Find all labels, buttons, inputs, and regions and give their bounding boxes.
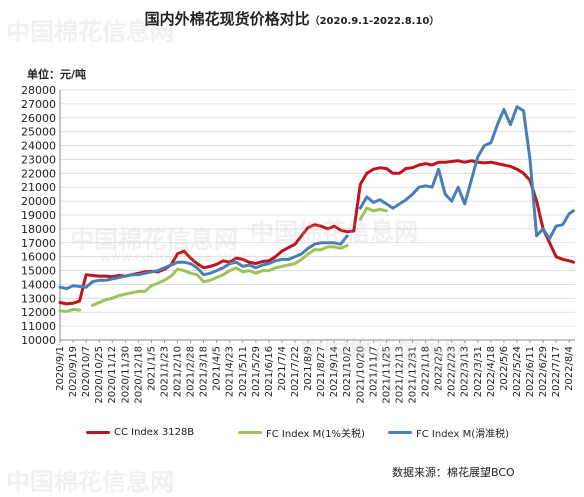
x-tick-label: 2020/10/7 [81,346,92,397]
series-lines [58,105,575,313]
legend-swatch-cc [86,430,110,434]
x-tick-label: 2021/8/27 [316,346,327,397]
x-tick-label: 2021/2/10 [173,346,184,397]
x-tick-label: 2020/10/25 [94,346,105,404]
x-tick-label: 2021/4/5 [212,346,223,391]
x-tick-label: 2020/11/30 [120,346,131,404]
y-tick-label: 12000 [21,306,56,319]
y-tick-label: 18000 [21,223,56,236]
x-tick-label: 2022/6/11 [525,346,536,397]
x-tick-label: 2021/1/5 [146,346,157,391]
series-line-2 [358,105,575,241]
y-tick-label: 27000 [21,98,56,111]
y-tick-label: 22000 [21,167,56,180]
x-tick-label: 2021/5/29 [251,346,262,397]
x-tick-label: 2022/1/18 [421,346,432,397]
x-tick-label: 2022/8/4 [564,346,575,391]
chart-title-block: 国内外棉花现货价格对比（2020.9.1-2022.8.10） [0,8,584,29]
x-tick-label: 2021/11/25 [381,346,392,404]
y-tick-label: 26000 [21,112,56,125]
y-tick-label: 14000 [21,278,56,291]
legend-item-fc-sliding: FC Index M(滑准税) [388,425,510,440]
y-tick-label: 15000 [21,265,56,278]
y-tick-label: 25000 [21,126,56,139]
series-line-0 [58,159,575,306]
series-line-1 [91,244,349,307]
x-tick-label: 2022/6/29 [538,346,549,397]
x-tick-label: 2021/1/23 [159,346,170,397]
x-tick-label: 2022/2/23 [447,346,458,397]
y-tick-label: 20000 [21,195,56,208]
x-tick-label: 2021/9/14 [329,346,340,397]
legend-label-fc-sliding: FC Index M(滑准税) [416,428,510,440]
x-tick-label: 2021/10/20 [355,346,366,404]
x-tick-label: 2020/9/19 [68,346,79,397]
x-tick-label: 2021/6/16 [264,346,275,397]
axes: 1000011000120001300014000150001600017000… [21,84,575,404]
chart-subtitle: （2020.9.1-2022.8.10） [309,16,440,27]
x-tick-label: 2021/2/28 [186,346,197,397]
series-line-1 [58,307,82,313]
y-tick-label: 23000 [21,153,56,166]
x-tick-label: 2020/12/18 [133,346,144,404]
x-tick-label: 2020/11/12 [107,346,118,404]
x-tick-label: 2021/10/2 [342,346,353,397]
x-tick-label: 2022/4/18 [486,346,497,397]
y-tick-label: 16000 [21,251,56,264]
x-tick-label: 2022/3/13 [460,346,471,397]
x-tick-label: 2022/5/24 [512,346,523,397]
x-tick-label: 2022/2/5 [434,346,445,391]
x-tick-label: 2021/4/23 [225,346,236,397]
chart-title: 国内外棉花现货价格对比 [144,10,310,28]
x-tick-label: 2021/5/11 [238,346,249,397]
series-line-1 [358,206,388,221]
x-tick-label: 2021/7/4 [277,346,288,391]
x-tick-label: 2021/12/13 [394,346,405,404]
x-tick-label: 2022/7/17 [551,346,562,397]
legend-item-cc-index: CC Index 3128B [86,425,194,439]
y-tick-label: 19000 [21,209,56,222]
y-tick-label: 10000 [21,334,56,347]
y-tick-label: 24000 [21,140,56,153]
y-tick-label: 13000 [21,292,56,305]
x-tick-label: 2021/3/18 [199,346,210,397]
legend-swatch-fc-sliding [388,430,412,434]
y-tick-label: 28000 [21,84,56,97]
x-tick-label: 2022/3/31 [473,346,484,397]
series-line-2 [58,234,349,291]
x-tick-label: 2021/12/31 [408,346,419,404]
x-tick-label: 2020/9/1 [55,346,66,391]
x-tick-label: 2021/8/9 [303,346,314,391]
legend-label-fc-1pct: FC Index M(1%关税) [266,428,365,440]
data-source-note: 数据来源：棉花展望BCO [392,466,515,479]
legend-item-fc-1pct: FC Index M(1%关税) [238,425,365,440]
x-tick-label: 2021/7/22 [290,346,301,397]
x-tick-label: 2022/5/6 [499,346,510,391]
legend-label-cc: CC Index 3128B [114,426,195,438]
price-comparison-chart: 1000011000120001300014000150001600017000… [21,84,575,404]
y-tick-label: 21000 [21,181,56,194]
y-tick-label: 11000 [21,320,56,333]
y-tick-label: 17000 [21,237,56,250]
x-tick-label: 2021/11/7 [368,346,379,397]
y-axis-unit-label: 单位：元/吨 [27,68,87,81]
legend-swatch-fc-1pct [238,430,262,434]
